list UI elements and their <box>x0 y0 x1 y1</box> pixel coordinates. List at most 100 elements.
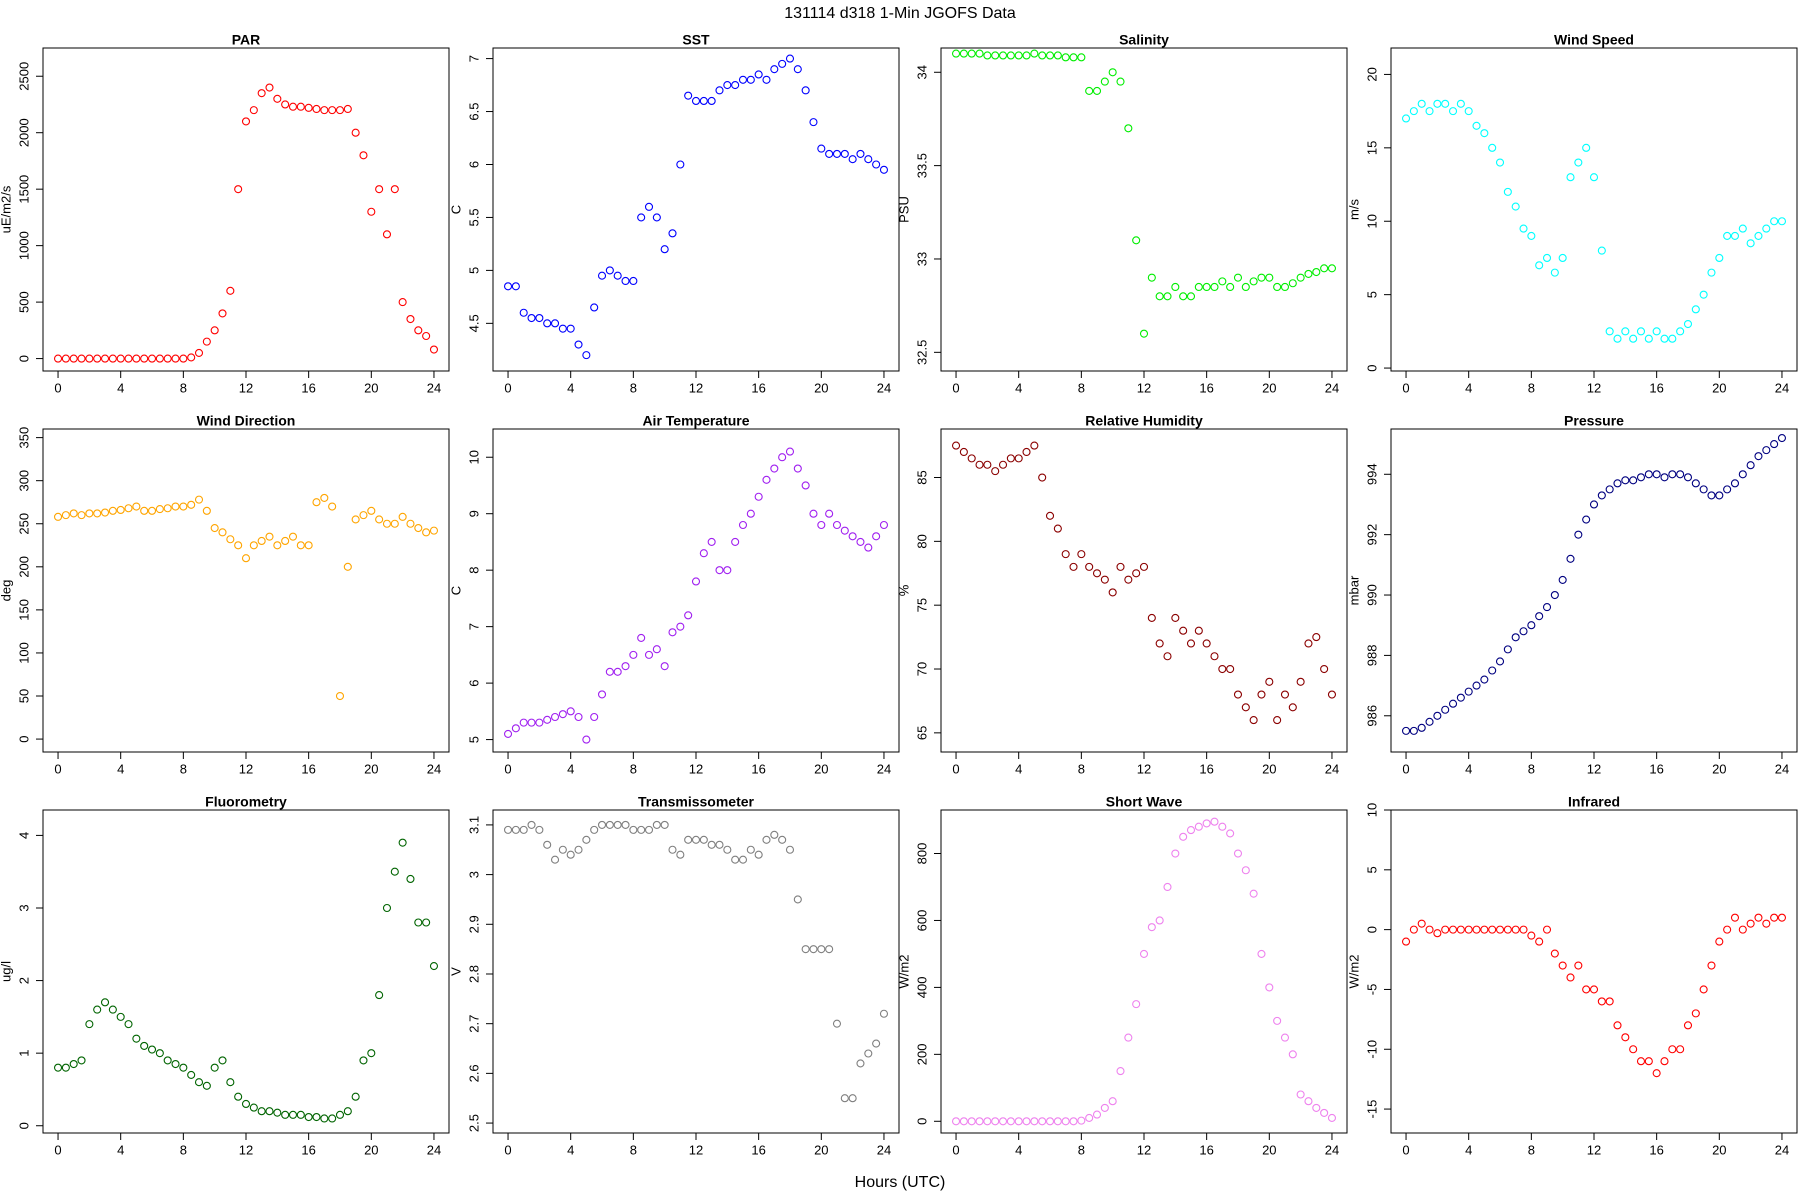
data-point <box>1163 652 1172 661</box>
data-point <box>1409 925 1418 934</box>
data-point <box>872 1039 881 1048</box>
y-tick-label: 10 <box>1364 214 1379 228</box>
data-point <box>1511 202 1520 211</box>
panel-title: Fluorometry <box>205 794 287 810</box>
data-point <box>1558 961 1567 970</box>
data-point <box>746 509 755 518</box>
x-tick-label: 0 <box>952 380 959 395</box>
data-point <box>676 850 685 859</box>
data-point <box>731 855 740 864</box>
data-point <box>1738 925 1747 934</box>
data-point <box>967 1117 976 1126</box>
data-point <box>801 945 810 954</box>
x-tick-label: 8 <box>1078 1142 1085 1157</box>
data-point <box>967 49 976 58</box>
x-tick-label: 12 <box>1137 380 1151 395</box>
data-point <box>328 106 337 115</box>
y-tick-label: 350 <box>16 427 31 449</box>
data-point <box>1312 633 1321 642</box>
data-point <box>550 855 560 864</box>
data-point <box>375 185 384 194</box>
y-tick-label: 3 <box>16 904 31 911</box>
y-tick-label: 33 <box>914 252 929 266</box>
panel-title: Wind Direction <box>197 413 296 429</box>
data-point <box>511 282 520 291</box>
data-point <box>187 353 196 362</box>
y-axis-label: m/s <box>1346 199 1361 220</box>
data-point <box>1077 53 1086 62</box>
data-point <box>998 460 1008 469</box>
data-point <box>1124 124 1133 133</box>
data-point <box>1401 937 1411 946</box>
data-point <box>1777 913 1787 922</box>
plot-frame <box>42 809 450 1134</box>
plot-frame <box>492 47 900 372</box>
x-tick-label: 8 <box>1528 380 1535 395</box>
data-point <box>1448 925 1458 934</box>
data-point <box>116 354 125 363</box>
y-tick-label: 150 <box>16 599 31 621</box>
x-tick-label: 12 <box>689 761 703 776</box>
data-point <box>1738 224 1747 233</box>
data-point <box>226 535 235 544</box>
data-point <box>637 633 646 642</box>
data-point <box>644 202 654 211</box>
y-tick-label: -10 <box>1364 1040 1379 1059</box>
x-tick-label: 4 <box>1465 1142 1472 1157</box>
panel-title: Relative Humidity <box>1085 413 1203 429</box>
data-point <box>1038 1117 1047 1126</box>
data-point <box>1503 645 1512 654</box>
data-point <box>817 144 826 153</box>
data-point <box>778 59 787 68</box>
data-point <box>652 213 661 222</box>
y-tick-label: 75 <box>914 598 929 612</box>
data-point <box>864 1049 873 1058</box>
x-tick-label: 8 <box>1078 380 1085 395</box>
data-point <box>856 1059 865 1068</box>
x-tick-label: 0 <box>1402 1142 1409 1157</box>
data-point <box>1613 479 1622 488</box>
data-point <box>707 96 716 106</box>
y-tick-label: 600 <box>914 910 929 932</box>
data-point <box>746 75 755 84</box>
data-point <box>715 86 724 95</box>
data-point <box>398 838 407 847</box>
data-point <box>597 820 607 829</box>
data-point <box>1139 949 1149 958</box>
data-point <box>406 519 415 528</box>
y-tick-label: 988 <box>1364 645 1379 667</box>
data-point <box>840 1094 849 1103</box>
x-tick-label: 20 <box>364 761 378 776</box>
data-point <box>390 867 399 876</box>
data-point <box>1132 569 1141 578</box>
data-point <box>335 106 345 115</box>
data-point <box>304 1112 313 1122</box>
data-point <box>132 1034 141 1043</box>
data-point <box>85 509 94 518</box>
x-tick-label: 16 <box>1199 761 1213 776</box>
data-point <box>1116 1067 1125 1076</box>
x-tick-label: 24 <box>877 380 891 395</box>
data-point <box>343 1107 352 1116</box>
data-point <box>1155 292 1164 301</box>
data-point <box>1597 246 1606 255</box>
data-point <box>171 502 180 511</box>
data-point <box>1417 919 1426 928</box>
data-point <box>1464 687 1473 696</box>
data-point <box>731 537 740 546</box>
data-point <box>991 1117 1000 1126</box>
x-tick-label: 24 <box>877 761 891 776</box>
data-point <box>218 528 227 537</box>
data-point <box>1582 143 1591 152</box>
data-point <box>848 1094 857 1103</box>
data-point <box>1597 997 1606 1006</box>
y-tick-label: 50 <box>16 689 31 703</box>
x-tick-label: 24 <box>1325 761 1339 776</box>
data-point <box>535 825 544 834</box>
data-point <box>1108 1097 1117 1106</box>
x-tick-label: 0 <box>504 1142 511 1157</box>
data-point <box>1707 491 1716 500</box>
data-point <box>1116 77 1125 86</box>
y-tick-label: 65 <box>914 726 929 740</box>
data-point <box>147 506 157 515</box>
